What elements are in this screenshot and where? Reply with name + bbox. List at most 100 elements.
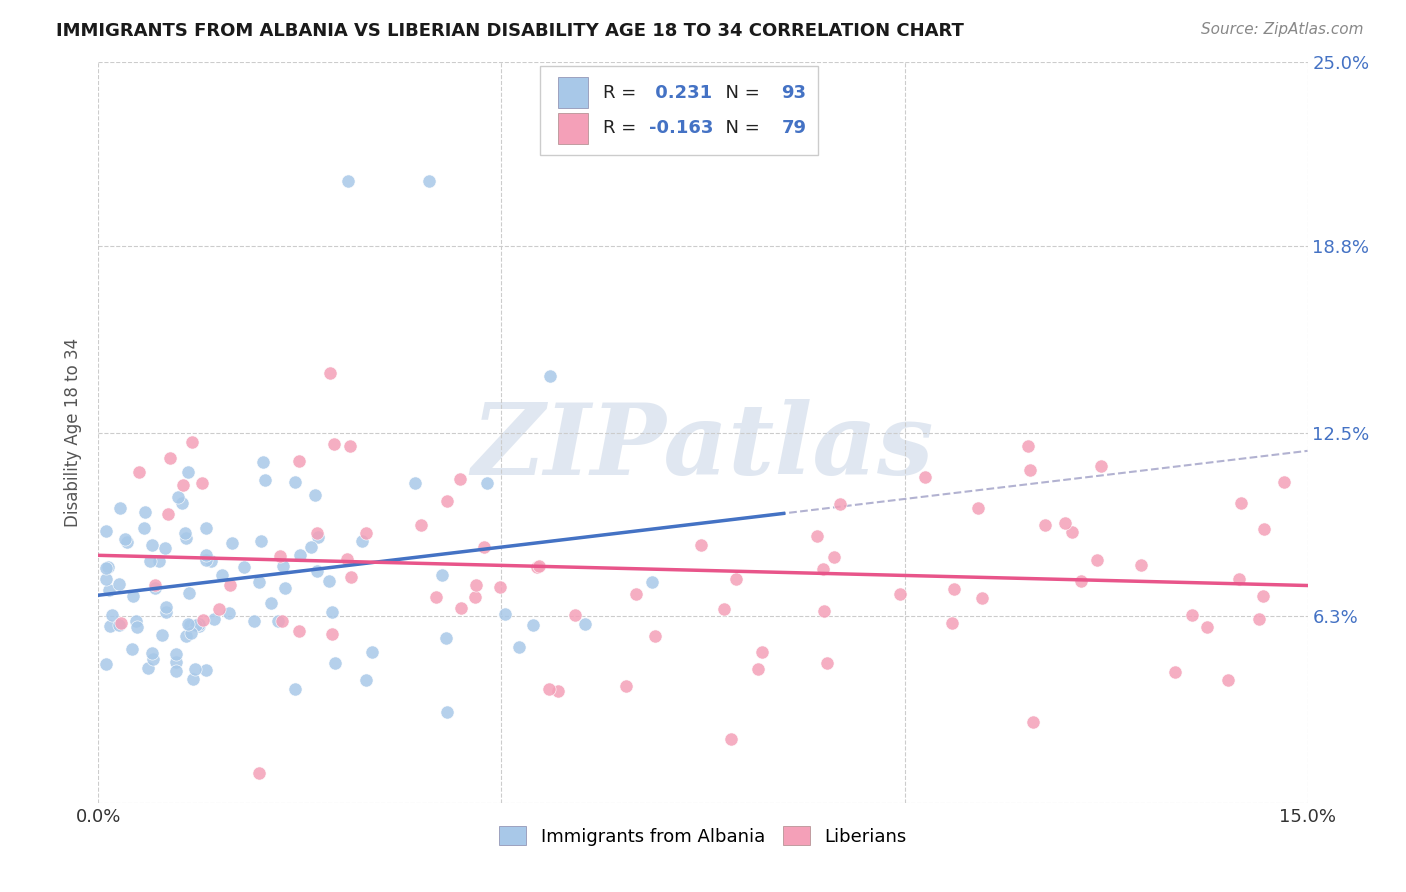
Point bbox=[361, 645, 384, 659]
Point bbox=[1230, 496, 1253, 510]
Bar bbox=[558, 78, 588, 108]
Point bbox=[337, 174, 360, 188]
Point bbox=[270, 614, 292, 628]
Point bbox=[436, 493, 458, 508]
Point bbox=[288, 624, 311, 639]
Point bbox=[336, 552, 359, 566]
Point bbox=[174, 532, 197, 546]
Text: 79: 79 bbox=[782, 120, 807, 137]
Point bbox=[191, 475, 214, 490]
Point bbox=[219, 578, 242, 592]
Point bbox=[436, 706, 458, 720]
Point bbox=[177, 585, 200, 599]
Point bbox=[307, 530, 329, 544]
Point bbox=[304, 488, 326, 502]
Point bbox=[194, 553, 217, 567]
Point bbox=[252, 455, 274, 469]
Point bbox=[339, 439, 361, 453]
Point bbox=[824, 549, 846, 564]
Point bbox=[267, 614, 290, 628]
Text: ZIPatlas: ZIPatlas bbox=[472, 400, 934, 496]
Point bbox=[167, 490, 190, 504]
Point bbox=[254, 473, 277, 487]
Point bbox=[260, 596, 283, 610]
Point bbox=[425, 591, 447, 605]
Point bbox=[271, 558, 294, 573]
Point bbox=[690, 538, 713, 552]
Point bbox=[720, 732, 742, 747]
Point bbox=[305, 564, 328, 578]
Legend: Immigrants from Albania, Liberians: Immigrants from Albania, Liberians bbox=[492, 819, 914, 853]
Point bbox=[233, 560, 256, 574]
Text: R =: R = bbox=[603, 120, 641, 137]
Point bbox=[494, 607, 516, 621]
Point bbox=[139, 554, 162, 568]
Point bbox=[274, 581, 297, 595]
Point bbox=[173, 526, 195, 541]
Point bbox=[211, 567, 233, 582]
Point bbox=[1253, 522, 1275, 536]
Point bbox=[574, 616, 596, 631]
Point bbox=[538, 368, 561, 383]
Point bbox=[97, 560, 120, 574]
Point bbox=[537, 682, 560, 697]
Point bbox=[186, 618, 208, 632]
Point bbox=[475, 475, 498, 490]
Point bbox=[96, 524, 118, 538]
Point bbox=[180, 434, 202, 449]
Point bbox=[96, 561, 118, 575]
Point bbox=[108, 501, 131, 516]
Point bbox=[1181, 608, 1204, 623]
Point bbox=[644, 629, 666, 643]
Point bbox=[288, 548, 311, 562]
Point bbox=[165, 655, 187, 669]
Point bbox=[1164, 665, 1187, 679]
Point bbox=[177, 616, 200, 631]
Point bbox=[1253, 589, 1275, 603]
Point bbox=[1054, 516, 1077, 531]
Point bbox=[114, 532, 136, 546]
Point bbox=[1247, 612, 1270, 626]
Point bbox=[128, 465, 150, 479]
Point bbox=[450, 600, 472, 615]
Point bbox=[221, 536, 243, 550]
Point bbox=[1033, 518, 1056, 533]
Point bbox=[165, 647, 187, 661]
Point bbox=[125, 615, 148, 629]
Text: -0.163: -0.163 bbox=[648, 120, 713, 137]
Point bbox=[404, 475, 426, 490]
Point bbox=[489, 580, 512, 594]
Point bbox=[318, 574, 340, 589]
Point bbox=[101, 607, 124, 622]
Point bbox=[725, 572, 748, 586]
Point bbox=[269, 549, 291, 563]
Point bbox=[449, 471, 471, 485]
Point bbox=[508, 640, 530, 655]
Point bbox=[354, 673, 377, 688]
Point bbox=[172, 478, 194, 492]
Point bbox=[132, 521, 155, 535]
Point bbox=[1272, 475, 1295, 489]
Point bbox=[142, 652, 165, 666]
Point bbox=[250, 534, 273, 549]
Text: IMMIGRANTS FROM ALBANIA VS LIBERIAN DISABILITY AGE 18 TO 34 CORRELATION CHART: IMMIGRANTS FROM ALBANIA VS LIBERIAN DISA… bbox=[56, 22, 965, 40]
Point bbox=[141, 646, 163, 660]
Point bbox=[136, 661, 159, 675]
Point bbox=[96, 572, 118, 586]
Point bbox=[181, 672, 204, 686]
Point bbox=[970, 591, 993, 605]
Point bbox=[96, 657, 118, 671]
Point bbox=[914, 470, 936, 484]
Point bbox=[194, 549, 217, 563]
Point bbox=[283, 682, 305, 697]
Point bbox=[967, 500, 990, 515]
Text: 0.231: 0.231 bbox=[648, 84, 711, 102]
Point bbox=[155, 605, 177, 619]
Point bbox=[174, 629, 197, 643]
FancyBboxPatch shape bbox=[540, 66, 818, 155]
Point bbox=[148, 554, 170, 568]
Point bbox=[472, 540, 495, 554]
Point bbox=[188, 619, 211, 633]
Point bbox=[806, 529, 828, 543]
Point bbox=[184, 662, 207, 676]
